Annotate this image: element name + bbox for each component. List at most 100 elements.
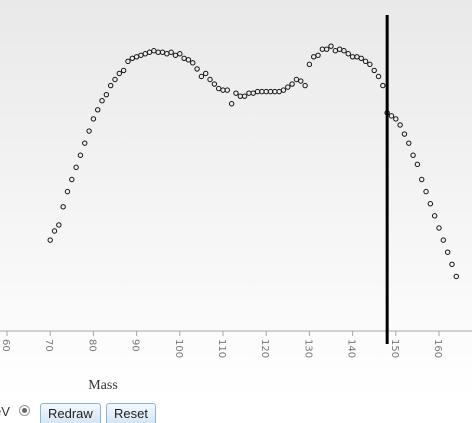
- data-point: [298, 78, 304, 84]
- data-point: [220, 87, 226, 93]
- data-point: [419, 176, 425, 183]
- data-point: [241, 93, 248, 99]
- data-point: [133, 54, 140, 60]
- x-tick-label: 130: [302, 339, 313, 358]
- data-point: [190, 60, 196, 66]
- data-point: [211, 81, 218, 87]
- data-point: [164, 51, 170, 57]
- data-point: [311, 54, 317, 60]
- data-point: [388, 113, 395, 119]
- x-tick-label: 120: [259, 339, 270, 358]
- data-point: [107, 82, 114, 89]
- data-point: [51, 228, 58, 234]
- data-point: [410, 152, 416, 158]
- data-point: [203, 70, 209, 77]
- data-point: [60, 204, 66, 210]
- option-radio[interactable]: [19, 405, 30, 416]
- data-point: [82, 140, 88, 146]
- x-tick-label: 70: [43, 339, 54, 352]
- data-point: [341, 48, 347, 54]
- data-point: [237, 93, 243, 99]
- data-point: [151, 48, 157, 54]
- data-point: [95, 107, 101, 113]
- data-point: [276, 88, 282, 95]
- data-point: [90, 116, 97, 122]
- x-tick-label: 150: [389, 339, 400, 358]
- data-point: [155, 49, 161, 55]
- data-point: [125, 58, 131, 65]
- data-point: [168, 49, 174, 55]
- data-point: [449, 261, 455, 268]
- data-point: [328, 43, 334, 49]
- data-point: [86, 128, 92, 134]
- data-point: [380, 82, 386, 89]
- data-point: [375, 73, 382, 80]
- data-point: [259, 88, 265, 95]
- data-point: [336, 46, 343, 52]
- data-point: [73, 164, 79, 171]
- data-point: [99, 98, 105, 104]
- x-tick-label: 90: [130, 339, 141, 352]
- partial-label: eV: [0, 404, 10, 419]
- data-point: [285, 84, 291, 90]
- data-point: [302, 82, 308, 89]
- data-point: [323, 46, 330, 52]
- data-point: [224, 87, 231, 93]
- plot-area[interactable]: 60 70 80 90 100 110 120 130 140 150 160 Mass: [0, 0, 472, 399]
- data-point: [254, 88, 261, 95]
- data-point: [354, 54, 360, 60]
- data-point: [453, 273, 459, 280]
- data-point: [116, 70, 123, 77]
- data-point: [280, 87, 287, 93]
- x-tick-label: 140: [346, 339, 357, 358]
- data-point: [371, 67, 377, 74]
- data-point: [293, 76, 300, 83]
- data-point: [159, 49, 166, 55]
- data-point: [362, 58, 369, 65]
- data-point: [431, 213, 438, 219]
- data-point: [233, 90, 239, 96]
- reset-button[interactable]: Reset: [106, 403, 156, 423]
- data-point: [146, 49, 153, 55]
- data-point: [358, 55, 364, 61]
- data-point: [345, 51, 351, 57]
- x-tick-label: 110: [216, 339, 227, 358]
- data-point: [77, 152, 84, 158]
- data-point: [181, 55, 187, 61]
- data-point: [215, 85, 222, 92]
- scatter-plot[interactable]: 60 70 80 90 100 110 120 130 140 150 160 Mass: [0, 0, 472, 399]
- data-point: [414, 161, 421, 168]
- data-point: [393, 116, 399, 122]
- data-point: [440, 237, 447, 243]
- data-point: [272, 88, 278, 95]
- data-point: [47, 237, 53, 243]
- data-point: [246, 90, 252, 96]
- data-point: [397, 122, 403, 128]
- data-point: [319, 46, 326, 52]
- data-point: [306, 61, 313, 68]
- data-point: [263, 88, 269, 95]
- data-point: [367, 61, 373, 68]
- data-point: [267, 88, 274, 95]
- x-ticks: 60 70 80 90 100 110 120 130 140 150 160: [0, 331, 443, 358]
- x-tick-label: 100: [173, 339, 184, 358]
- redraw-button[interactable]: Redraw: [40, 403, 101, 423]
- data-point: [129, 55, 135, 61]
- x-tick-label: 60: [0, 339, 11, 352]
- data-point: [198, 73, 205, 80]
- control-bar: eV Redraw Reset: [0, 401, 472, 423]
- data-point: [423, 188, 429, 195]
- data-point: [172, 52, 179, 58]
- data-point: [56, 222, 62, 228]
- data-point: [349, 54, 356, 60]
- data-point: [142, 51, 148, 57]
- x-tick-label: 160: [432, 339, 443, 358]
- data-point: [315, 52, 321, 58]
- data-point: [401, 131, 408, 137]
- data-point: [427, 201, 434, 207]
- data-point: [289, 81, 295, 87]
- data-point: [177, 51, 183, 57]
- x-axis-title: Mass: [88, 378, 118, 393]
- data-point: [112, 76, 118, 83]
- data-point: [103, 91, 110, 98]
